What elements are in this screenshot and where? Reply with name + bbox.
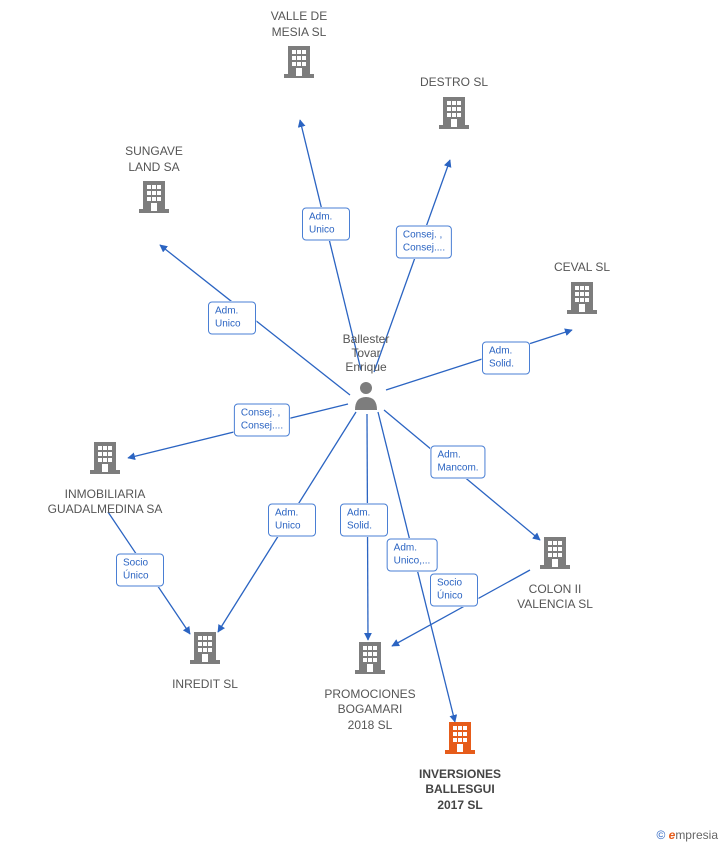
company-node-sungave: SUNGAVELAND SA [94,144,214,222]
company-node-ceval: CEVAL SL [522,260,642,322]
edge-label-person-colon: Adm.Mancom. [430,446,485,479]
company-node-inmogua: INMOBILIARIAGUADALMEDINA SA [45,440,165,518]
edge-label-person-inredit: Adm.Unico [268,504,316,537]
company-label: INVERSIONESBALLESGUI2017 SL [400,767,520,814]
edge-person-destro [374,160,450,372]
brand-rest: mpresia [675,828,718,842]
building-icon [355,640,385,679]
building-icon [139,179,169,218]
edge-person-valle [300,120,361,370]
center-person-label: Ballester Tovar Enrique [316,332,416,374]
company-label: INMOBILIARIAGUADALMEDINA SA [45,487,165,518]
edges-layer [0,0,728,850]
company-node-inredit: INREDIT SL [145,630,265,692]
company-label: INREDIT SL [145,677,265,693]
company-node-valle: VALLE DEMESIA SL [239,9,359,87]
building-icon [190,630,220,669]
edge-person-ceval [386,330,572,390]
edge-label-person-bogamari: Adm.Solid. [340,504,388,537]
building-icon [284,44,314,83]
person-icon [353,399,379,413]
edge-label-inmogua-inredit: SocioÚnico [116,554,164,587]
company-label: CEVAL SL [522,260,642,276]
company-label: VALLE DEMESIA SL [239,9,359,40]
edge-label-person-sungave: Adm.Unico [208,302,256,335]
company-node-bogamari: PROMOCIONESBOGAMARI2018 SL [310,640,430,733]
company-label: SUNGAVELAND SA [94,144,214,175]
edge-label-person-ballesgui: Adm.Unico,... [387,539,438,572]
building-icon [90,440,120,479]
center-person-node: Ballester Tovar Enrique [316,332,416,413]
copyright: © empresia [656,828,718,842]
building-icon [540,535,570,574]
edge-label-person-destro: Consej. ,Consej.... [396,226,452,259]
company-node-destro: DESTRO SL [394,75,514,137]
company-label: DESTRO SL [394,75,514,91]
edge-label-person-valle: Adm.Unico [302,208,350,241]
building-icon [567,280,597,319]
building-icon [445,720,475,759]
company-label: PROMOCIONESBOGAMARI2018 SL [310,687,430,734]
edge-label-colon-bogamari: SocioÚnico [430,574,478,607]
company-node-ballesgui: INVERSIONESBALLESGUI2017 SL [400,720,520,813]
copyright-symbol: © [656,828,665,842]
diagram-canvas: Ballester Tovar Enrique VALLE DEMESIA SL… [0,0,728,850]
edge-label-person-inmogua: Consej. ,Consej.... [234,404,290,437]
company-node-colon: COLON IIVALENCIA SL [495,535,615,613]
building-icon [439,95,469,134]
company-label: COLON IIVALENCIA SL [495,582,615,613]
edge-label-person-ceval: Adm.Solid. [482,342,530,375]
